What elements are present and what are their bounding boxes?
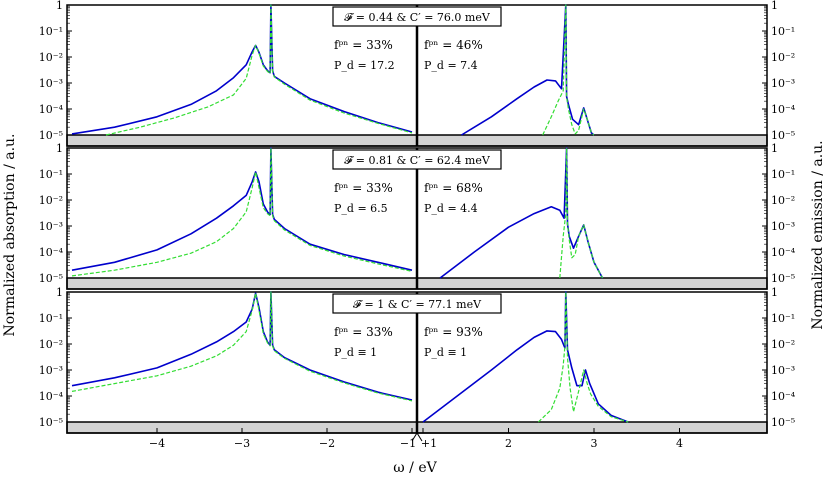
y-tick-label-left: 10⁻¹ bbox=[39, 25, 63, 38]
y-tick-label-right: 10⁻³ bbox=[771, 77, 795, 90]
solid-series-right bbox=[422, 291, 629, 423]
y-tick-label-left: 1 bbox=[56, 286, 63, 299]
panel-title-box bbox=[332, 149, 502, 170]
x-axis: −4 −3 −2 −1 +1 2 3 4 bbox=[149, 428, 683, 450]
panel-title: 𝓕 = 0.44 & C′ = 76.0 meV bbox=[344, 11, 491, 24]
y-tick-label-right: 1 bbox=[771, 0, 778, 12]
left-fpn-label: fᵖⁿ = 33% bbox=[334, 325, 393, 339]
panels: 1 1 10⁻¹ 10⁻¹ 10⁻² 10⁻² 10⁻³ 10⁻³ 10⁻⁴ 10⁻⁴ 10⁻⁵ 10… bbox=[39, 0, 796, 434]
y-tick-label-left: 10⁻⁴ bbox=[39, 390, 64, 403]
panel-2: 1 1 10⁻¹ 10⁻¹ 10⁻² 10⁻² 10⁻³ 10⁻³ 10⁻⁴ 10⁻⁴ 10⁻⁵ 10… bbox=[39, 142, 796, 290]
right-pd-label: P_d ≡ 1 bbox=[424, 346, 467, 359]
x-tick-label: −4 bbox=[149, 437, 165, 450]
y-tick-label-right: 10⁻¹ bbox=[771, 168, 795, 181]
y-tick-label-right: 10⁻¹ bbox=[771, 25, 795, 38]
x-tick-label: +1 bbox=[421, 437, 437, 450]
y-tick-label-right: 10⁻¹ bbox=[771, 312, 795, 325]
right-fpn-label: fᵖⁿ = 68% bbox=[424, 181, 483, 195]
y-tick-label-right: 1 bbox=[771, 286, 778, 299]
y-tick-label-left: 10⁻³ bbox=[39, 364, 63, 377]
solid-series-left bbox=[71, 147, 413, 271]
panel-title: 𝓕 = 1 & C′ = 77.1 meV bbox=[353, 298, 482, 311]
y-tick-label-left: 10⁻⁴ bbox=[39, 103, 64, 116]
x-tick-label: −2 bbox=[319, 437, 335, 450]
y-tick-label-left: 1 bbox=[56, 142, 63, 155]
left-pd-label: P_d = 6.5 bbox=[334, 202, 388, 215]
y-tick-label-left: 10⁻⁵ bbox=[39, 416, 63, 429]
x-tick-label: 3 bbox=[591, 437, 598, 450]
y-tick-label-right: 10⁻³ bbox=[771, 364, 795, 377]
left-pd-label: P_d = 17.2 bbox=[334, 59, 395, 72]
panel-title-box bbox=[332, 293, 502, 314]
right-fpn-label: fᵖⁿ = 46% bbox=[424, 38, 483, 52]
dashed-series-left bbox=[71, 291, 413, 402]
y-tick-label-left: 10⁻² bbox=[39, 51, 63, 64]
y-tick-label-right: 10⁻² bbox=[771, 194, 795, 207]
dashed-series-left bbox=[105, 4, 413, 136]
y-tick-label-left: 10⁻⁴ bbox=[39, 246, 64, 259]
y-tick-label-left: 10⁻⁵ bbox=[39, 129, 63, 142]
y-tick-label-right: 1 bbox=[771, 142, 778, 155]
x-tick-label: 2 bbox=[505, 437, 512, 450]
right-fpn-label: fᵖⁿ = 93% bbox=[424, 325, 483, 339]
y-tick-label-left: 10⁻¹ bbox=[39, 312, 63, 325]
dashed-series-right bbox=[542, 4, 595, 136]
y-tick-label-right: 10⁻⁵ bbox=[771, 272, 795, 285]
y-tick-label-right: 10⁻² bbox=[771, 51, 795, 64]
left-pd-label: P_d ≡ 1 bbox=[334, 346, 377, 359]
x-axis-title: ω / eV bbox=[393, 460, 437, 476]
left-fpn-label: fᵖⁿ = 33% bbox=[334, 181, 393, 195]
axis-break-marker bbox=[411, 432, 423, 442]
y-tick-label-right: 10⁻⁴ bbox=[771, 103, 796, 116]
left-y-axis-title: Normalized absorption / a.u. bbox=[2, 133, 18, 336]
y-tick-label-right: 10⁻⁵ bbox=[771, 129, 795, 142]
y-tick-label-right: 10⁻⁴ bbox=[771, 390, 796, 403]
y-tick-label-right: 10⁻⁵ bbox=[771, 416, 795, 429]
y-tick-label-right: 10⁻³ bbox=[771, 220, 795, 233]
dashed-series-right bbox=[559, 147, 604, 279]
right-pd-label: P_d = 7.4 bbox=[424, 59, 478, 72]
y-tick-label-right: 10⁻² bbox=[771, 338, 795, 351]
panel-1: 1 1 10⁻¹ 10⁻¹ 10⁻² 10⁻² 10⁻³ 10⁻³ 10⁻⁴ 10⁻⁴ 10⁻⁵ 10… bbox=[39, 0, 796, 147]
dashed-series-right bbox=[537, 291, 629, 423]
y-tick-label-left: 10⁻² bbox=[39, 338, 63, 351]
right-y-axis-title: Normalized emission / a.u. bbox=[810, 140, 826, 329]
right-pd-label: P_d = 4.4 bbox=[424, 202, 478, 215]
y-tick-label-right: 10⁻⁴ bbox=[771, 246, 796, 259]
y-tick-label-left: 10⁻³ bbox=[39, 77, 63, 90]
y-tick-label-left: 10⁻⁵ bbox=[39, 272, 63, 285]
y-tick-label-left: 10⁻² bbox=[39, 194, 63, 207]
left-fpn-label: fᵖⁿ = 33% bbox=[334, 38, 393, 52]
y-tick-label-left: 1 bbox=[56, 0, 63, 12]
panel-3: 1 1 10⁻¹ 10⁻¹ 10⁻² 10⁻² 10⁻³ 10⁻³ 10⁻⁴ 10⁻⁴ 10⁻⁵ 10… bbox=[39, 286, 796, 434]
y-tick-label-left: 10⁻³ bbox=[39, 220, 63, 233]
x-tick-label: −3 bbox=[234, 437, 250, 450]
x-tick-label: 4 bbox=[676, 437, 683, 450]
y-tick-label-left: 10⁻¹ bbox=[39, 168, 63, 181]
panel-title: 𝓕 = 0.81 & C′ = 62.4 meV bbox=[344, 154, 491, 167]
panel-title-box bbox=[332, 6, 502, 27]
